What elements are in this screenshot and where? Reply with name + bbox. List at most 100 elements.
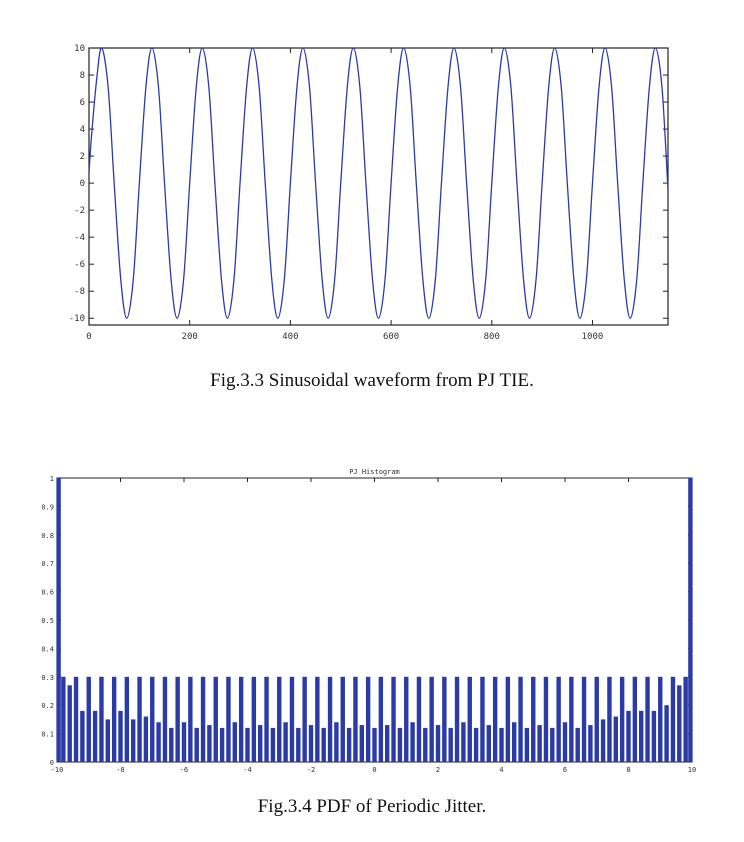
histogram-bar [550, 727, 555, 762]
y-tick-label: 0 [50, 759, 54, 767]
x-tick-label: 0 [372, 766, 376, 774]
histogram-bar [86, 676, 91, 762]
x-tick-label: 2 [436, 766, 440, 774]
histogram-bar [410, 722, 415, 762]
histogram-bar [270, 727, 276, 762]
histogram-bar [143, 716, 149, 762]
histogram-bar [397, 727, 403, 762]
histogram-bar [473, 727, 479, 762]
figure-caption-3-3: Fig.3.3 Sinusoidal waveform from PJ TIE. [210, 370, 534, 391]
histogram-bar [137, 676, 142, 762]
y-tick-label: 0.8 [41, 532, 54, 540]
histogram-bar [56, 478, 61, 762]
histogram-bar [562, 722, 568, 762]
y-tick-label: -4 [74, 233, 85, 243]
histogram-bar [188, 676, 193, 762]
histogram-bar [150, 676, 155, 762]
histogram-bar [467, 676, 472, 762]
histogram-bar [575, 727, 580, 762]
y-tick-label: 0.2 [41, 702, 54, 710]
x-tick-label: -8 [116, 766, 124, 774]
histogram-bar [283, 722, 288, 762]
y-tick-label: 0.5 [41, 617, 54, 625]
histogram-bar [162, 676, 168, 762]
histogram-bar [416, 676, 422, 762]
histogram-bar [365, 676, 371, 762]
x-tick-label: -6 [180, 766, 188, 774]
histogram-bar [385, 725, 390, 762]
histogram-bar [435, 725, 441, 762]
x-tick-label: 400 [282, 332, 298, 342]
histogram-bar [569, 676, 574, 762]
y-tick-label: 10 [74, 44, 85, 54]
histogram-bar [245, 727, 250, 762]
histogram-bar [423, 727, 428, 762]
histogram-bar [688, 478, 693, 762]
y-tick-label: 0.1 [41, 731, 54, 739]
histogram-bar [429, 676, 434, 762]
histogram-bar [442, 676, 447, 762]
histogram-bar [404, 676, 409, 762]
histogram-bar [207, 725, 212, 762]
histogram-bar [226, 676, 231, 762]
histogram-bar [232, 722, 237, 762]
y-tick-label: -6 [74, 260, 85, 270]
histogram-bar [677, 685, 682, 762]
x-tick-label: -2 [307, 766, 315, 774]
histogram-bar [321, 727, 326, 762]
histogram-bar [651, 710, 657, 762]
histogram-bar [639, 710, 644, 762]
x-tick-label: -10 [51, 766, 64, 774]
histogram-bar [556, 676, 561, 762]
histogram-bar [308, 725, 314, 762]
histogram-bar [118, 710, 123, 762]
histogram-bar [581, 676, 587, 762]
x-tick-label: 600 [383, 332, 399, 342]
histogram-bar [619, 676, 625, 762]
histogram-bar [340, 676, 345, 762]
histogram-bar [524, 727, 530, 762]
histogram-bar [658, 676, 663, 762]
histogram-bar [645, 676, 650, 762]
histogram-bar [302, 676, 307, 762]
histogram-bar [67, 685, 72, 762]
histogram-bar [156, 722, 161, 762]
histogram-bar [505, 676, 511, 762]
histogram-bar [315, 676, 320, 762]
histogram-bar [378, 676, 384, 762]
y-tick-label: 4 [80, 125, 85, 135]
histogram-bar [461, 722, 466, 762]
histogram-bar [359, 725, 364, 762]
histogram-bar [181, 722, 187, 762]
y-tick-label: 2 [80, 152, 85, 162]
y-tick-label: 0.9 [41, 503, 54, 511]
histogram-bar [258, 725, 263, 762]
histogram-bar [194, 727, 199, 762]
histogram-bar [454, 676, 460, 762]
histogram-bar [486, 725, 491, 762]
histogram-bar [600, 719, 606, 762]
histogram-bar [391, 676, 396, 762]
histogram-bar [518, 676, 523, 762]
histogram-bar [372, 727, 377, 762]
histogram-bar [664, 705, 669, 762]
histogram-chart: PJ Histogram -10 -8 -6 -4 -2 0 2 4 6 8 10 1 0.9 0.8 0.7… [41, 468, 696, 774]
histogram-bar [537, 725, 542, 762]
histogram-bar [124, 676, 130, 762]
histogram-bar [543, 676, 549, 762]
y-tick-label: -10 [69, 314, 85, 324]
histogram-bar [480, 676, 485, 762]
histogram-bar [613, 716, 618, 762]
y-tick-label: 6 [80, 98, 85, 108]
y-tick-label: -8 [74, 287, 85, 297]
histogram-bar [219, 727, 225, 762]
histogram-bar [175, 676, 180, 762]
histogram-bar [512, 722, 517, 762]
histogram-bar [169, 727, 174, 762]
histogram-bar [92, 710, 98, 762]
histogram-bar [99, 676, 104, 762]
histogram-bar [499, 727, 504, 762]
histogram-bar [289, 676, 295, 762]
y-tick-label: 8 [80, 71, 85, 81]
